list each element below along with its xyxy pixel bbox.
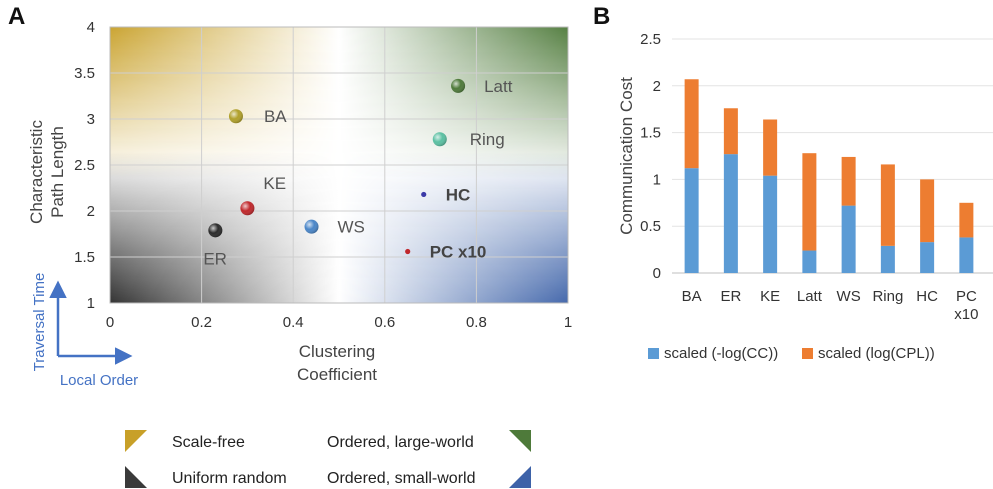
bar-segment-cc bbox=[684, 168, 699, 273]
bar-category-label: PC bbox=[956, 288, 977, 305]
ordered-small-world-label: Ordered, small-world bbox=[327, 470, 475, 487]
bar-segment-cpl bbox=[920, 179, 935, 243]
panel-b-letter: B bbox=[593, 3, 610, 30]
scatter-point-label-pc-x10: PC x10 bbox=[430, 242, 487, 261]
bar-segment-cc bbox=[841, 205, 856, 273]
bar-category-label: BA bbox=[682, 288, 702, 305]
scatter-y-tick-label: 2 bbox=[87, 203, 95, 220]
scale-free-label: Scale-free bbox=[172, 434, 245, 451]
bar-segment-cpl bbox=[723, 108, 738, 155]
traversal-time-label: Traversal Time bbox=[31, 273, 48, 372]
bar-y-tick-label: 2 bbox=[653, 78, 661, 95]
scatter-point-shading bbox=[228, 109, 243, 124]
bar-segment-cpl bbox=[802, 153, 817, 251]
scatter-y-tick-label: 2.5 bbox=[74, 157, 95, 174]
bar-y-tick-label: 1 bbox=[653, 171, 661, 188]
bar-category-label: ER bbox=[720, 288, 741, 305]
scatter-x-tick-label: 0.2 bbox=[191, 314, 212, 331]
bar-segment-cc bbox=[802, 250, 817, 273]
bar-legend: scaled (-log(CC)) scaled (log(CPL)) bbox=[648, 345, 935, 362]
legend-label-cc: scaled (-log(CC)) bbox=[664, 345, 778, 362]
scatter-point-label-ba: BA bbox=[264, 107, 287, 126]
bar-segment-cpl bbox=[880, 164, 895, 246]
bar-y-tick-labels: 0 0.5 1 1.5 2 2.5 bbox=[640, 31, 661, 282]
bar-category-label: HC bbox=[916, 288, 938, 305]
bar-y-tick-label: 2.5 bbox=[640, 31, 661, 48]
scatter-point-shading bbox=[432, 132, 447, 147]
scatter-point-label-ring: Ring bbox=[470, 130, 505, 149]
bar-category-label: KE bbox=[760, 288, 780, 305]
scatter-x-tick-label: 0.8 bbox=[466, 314, 487, 331]
scatter-point-label-ke: KE bbox=[263, 174, 286, 193]
scatter-x-tick-label: 0.6 bbox=[374, 314, 395, 331]
scatter-x-title-line2: Coefficient bbox=[297, 365, 377, 384]
ordered-large-world-label: Ordered, large-world bbox=[327, 434, 474, 451]
scatter-x-tick-label: 0.4 bbox=[283, 314, 304, 331]
scatter-y-title-line2: Path Length bbox=[48, 126, 67, 218]
scatter-plot-area bbox=[109, 26, 569, 304]
legend-swatch-cpl bbox=[802, 348, 813, 359]
scatter-point-label-latt: Latt bbox=[484, 77, 513, 96]
scatter-y-tick-label: 1 bbox=[87, 295, 95, 312]
bar-category-label: WS bbox=[837, 288, 861, 305]
scatter-point-label-ws: WS bbox=[338, 218, 365, 237]
corner-legend: Scale-free Ordered, large-world Uniform … bbox=[125, 430, 531, 488]
scatter-y-tick-label: 4 bbox=[87, 19, 95, 36]
scatter-point-label-er: ER bbox=[203, 249, 227, 268]
bar-segment-cpl bbox=[841, 156, 856, 206]
legend-swatch-cc bbox=[648, 348, 659, 359]
scatter-point-shading bbox=[208, 223, 223, 238]
scatter-x-tick-label: 0 bbox=[106, 314, 114, 331]
orientation-arrows: Traversal Time Local Order bbox=[31, 273, 138, 389]
scatter-point-shading bbox=[304, 219, 319, 234]
bar-segment-cpl bbox=[959, 202, 974, 238]
bar-category-label: x10 bbox=[954, 306, 978, 323]
scale-free-swatch bbox=[125, 430, 147, 452]
scatter-points: BA KE ER WS Latt Ring HC PC x10 bbox=[203, 77, 512, 268]
bar-segment-cc bbox=[723, 154, 738, 273]
bar-y-title: Communication Cost bbox=[617, 77, 636, 235]
bar-segment-cpl bbox=[684, 79, 699, 169]
uniform-random-label: Uniform random bbox=[172, 470, 287, 487]
bar-gridlines bbox=[672, 38, 993, 274]
bar-segment-cc bbox=[763, 175, 778, 273]
scatter-x-tick-label: 1 bbox=[564, 314, 572, 331]
scatter-y-tick-label: 1.5 bbox=[74, 249, 95, 266]
stacked-bars bbox=[684, 79, 974, 273]
scatter-y-tick-label: 3 bbox=[87, 111, 95, 128]
bar-segment-cc bbox=[959, 237, 974, 273]
scatter-point-hc bbox=[421, 191, 427, 198]
scatter-y-tick-label: 3.5 bbox=[74, 65, 95, 82]
scatter-point-shading bbox=[451, 78, 466, 93]
bar-category-label: Latt bbox=[797, 288, 823, 305]
panel-a-letter: A bbox=[8, 3, 25, 30]
legend-label-cpl: scaled (log(CPL)) bbox=[818, 345, 935, 362]
scatter-point-label-hc: HC bbox=[446, 185, 471, 204]
uniform-random-swatch bbox=[125, 466, 147, 488]
scatter-x-title-line1: Clustering bbox=[299, 342, 376, 361]
ordered-large-world-swatch bbox=[509, 430, 531, 452]
scatter-y-title-line1: Characteristic bbox=[27, 120, 46, 224]
bar-y-tick-label: 0 bbox=[653, 265, 661, 282]
bar-y-tick-label: 0.5 bbox=[640, 218, 661, 235]
bar-segment-cc bbox=[920, 242, 935, 273]
ordered-small-world-swatch bbox=[509, 466, 531, 488]
bar-category-label: Ring bbox=[872, 288, 903, 305]
bar-segment-cc bbox=[880, 245, 895, 273]
bar-segment-cpl bbox=[763, 119, 778, 176]
bar-y-tick-label: 1.5 bbox=[640, 125, 661, 142]
scatter-tick-labels: 0 0.2 0.4 0.6 0.8 1 1 1.5 2 2.5 3 3.5 4 bbox=[74, 19, 572, 331]
local-order-label: Local Order bbox=[60, 372, 138, 389]
scatter-point-pc-x10 bbox=[405, 248, 411, 255]
scatter-point-shading bbox=[240, 201, 255, 216]
